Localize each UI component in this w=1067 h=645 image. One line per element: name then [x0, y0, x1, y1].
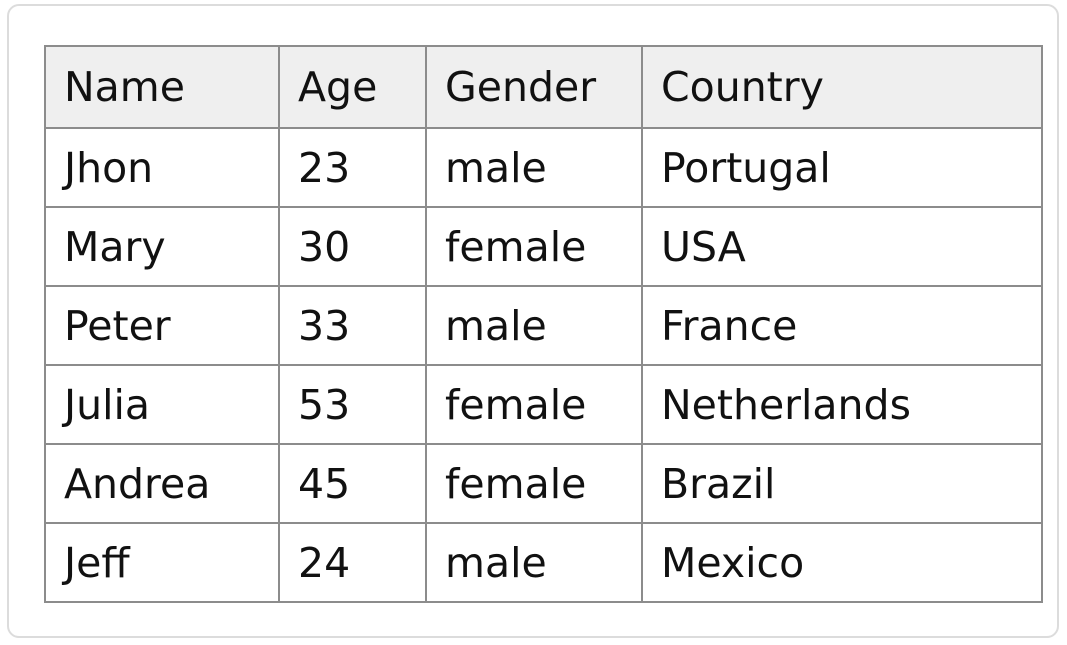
column-header-name: Name [44, 45, 280, 129]
table-row: Julia 53 female Netherlands [44, 364, 1043, 445]
cell-age: 33 [278, 285, 427, 366]
cell-country: Mexico [641, 522, 1043, 603]
cell-name: Mary [44, 206, 280, 287]
cell-country: USA [641, 206, 1043, 287]
cell-country: Netherlands [641, 364, 1043, 445]
cell-age: 23 [278, 127, 427, 208]
table-row: Jeff 24 male Mexico [44, 522, 1043, 603]
table-row: Jhon 23 male Portugal [44, 127, 1043, 208]
table-row: Mary 30 female USA [44, 206, 1043, 287]
cell-gender: female [425, 206, 643, 287]
data-table: Name Age Gender Country Jhon 23 male Por… [44, 45, 1043, 603]
cell-gender: male [425, 127, 643, 208]
cell-gender: female [425, 443, 643, 524]
cell-name: Andrea [44, 443, 280, 524]
table-container: Name Age Gender Country Jhon 23 male Por… [7, 4, 1059, 638]
cell-gender: male [425, 285, 643, 366]
cell-age: 53 [278, 364, 427, 445]
cell-name: Jhon [44, 127, 280, 208]
cell-country: Portugal [641, 127, 1043, 208]
cell-country: France [641, 285, 1043, 366]
cell-gender: female [425, 364, 643, 445]
cell-gender: male [425, 522, 643, 603]
cell-age: 45 [278, 443, 427, 524]
table-row: Peter 33 male France [44, 285, 1043, 366]
column-header-age: Age [278, 45, 427, 129]
column-header-gender: Gender [425, 45, 643, 129]
cell-country: Brazil [641, 443, 1043, 524]
column-header-country: Country [641, 45, 1043, 129]
cell-age: 30 [278, 206, 427, 287]
cell-name: Peter [44, 285, 280, 366]
cell-name: Jeff [44, 522, 280, 603]
table-header-row: Name Age Gender Country [44, 45, 1043, 129]
cell-name: Julia [44, 364, 280, 445]
table-row: Andrea 45 female Brazil [44, 443, 1043, 524]
cell-age: 24 [278, 522, 427, 603]
